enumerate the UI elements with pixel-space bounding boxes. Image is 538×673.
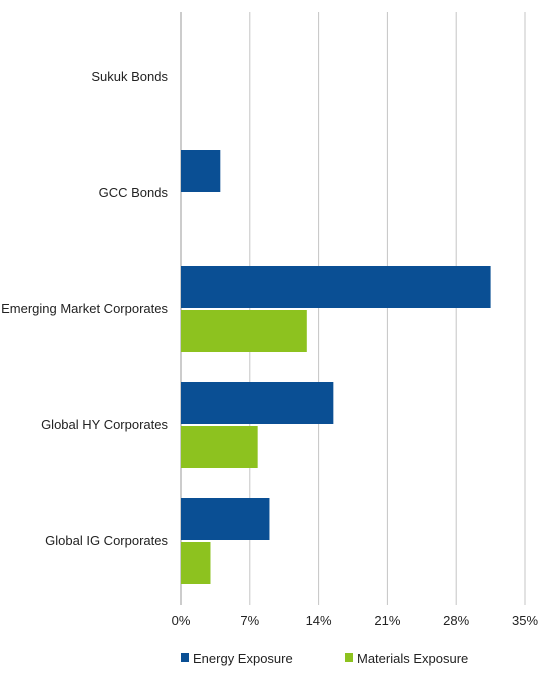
bar-materials-exposure: [181, 426, 258, 468]
legend-label: Materials Exposure: [357, 651, 468, 666]
x-tick-label: 28%: [443, 613, 469, 628]
x-tick-label: 35%: [512, 613, 538, 628]
legend-label: Energy Exposure: [193, 651, 293, 666]
category-label: Global HY Corporates: [41, 417, 168, 432]
x-tick-label: 7%: [240, 613, 259, 628]
legend-swatch: [181, 653, 189, 662]
bar-energy-exposure: [181, 382, 334, 424]
legend-swatch: [345, 653, 353, 662]
category-labels: Sukuk Bonds GCC Bonds Emerging Market Corp…: [1, 69, 168, 548]
x-tick-label: 14%: [306, 613, 332, 628]
bar-energy-exposure: [181, 266, 491, 308]
category-label: Sukuk Bonds: [91, 69, 168, 84]
bar-energy-exposure: [181, 498, 270, 540]
category-label: Emerging Market Corporates: [1, 301, 168, 316]
x-tick-label: 21%: [374, 613, 400, 628]
category-label: Global IG Corporates: [45, 533, 168, 548]
bar-materials-exposure: [181, 542, 211, 584]
bar-energy-exposure: [181, 150, 221, 192]
bar-materials-exposure: [181, 310, 307, 352]
category-label: GCC Bonds: [99, 185, 169, 200]
legend: Energy Exposure Materials Exposure: [181, 651, 468, 666]
x-tick-label: 0%: [172, 613, 191, 628]
bars: [181, 150, 491, 584]
x-axis-tick-labels: 0% 7% 14% 21% 28% 35%: [172, 613, 538, 628]
